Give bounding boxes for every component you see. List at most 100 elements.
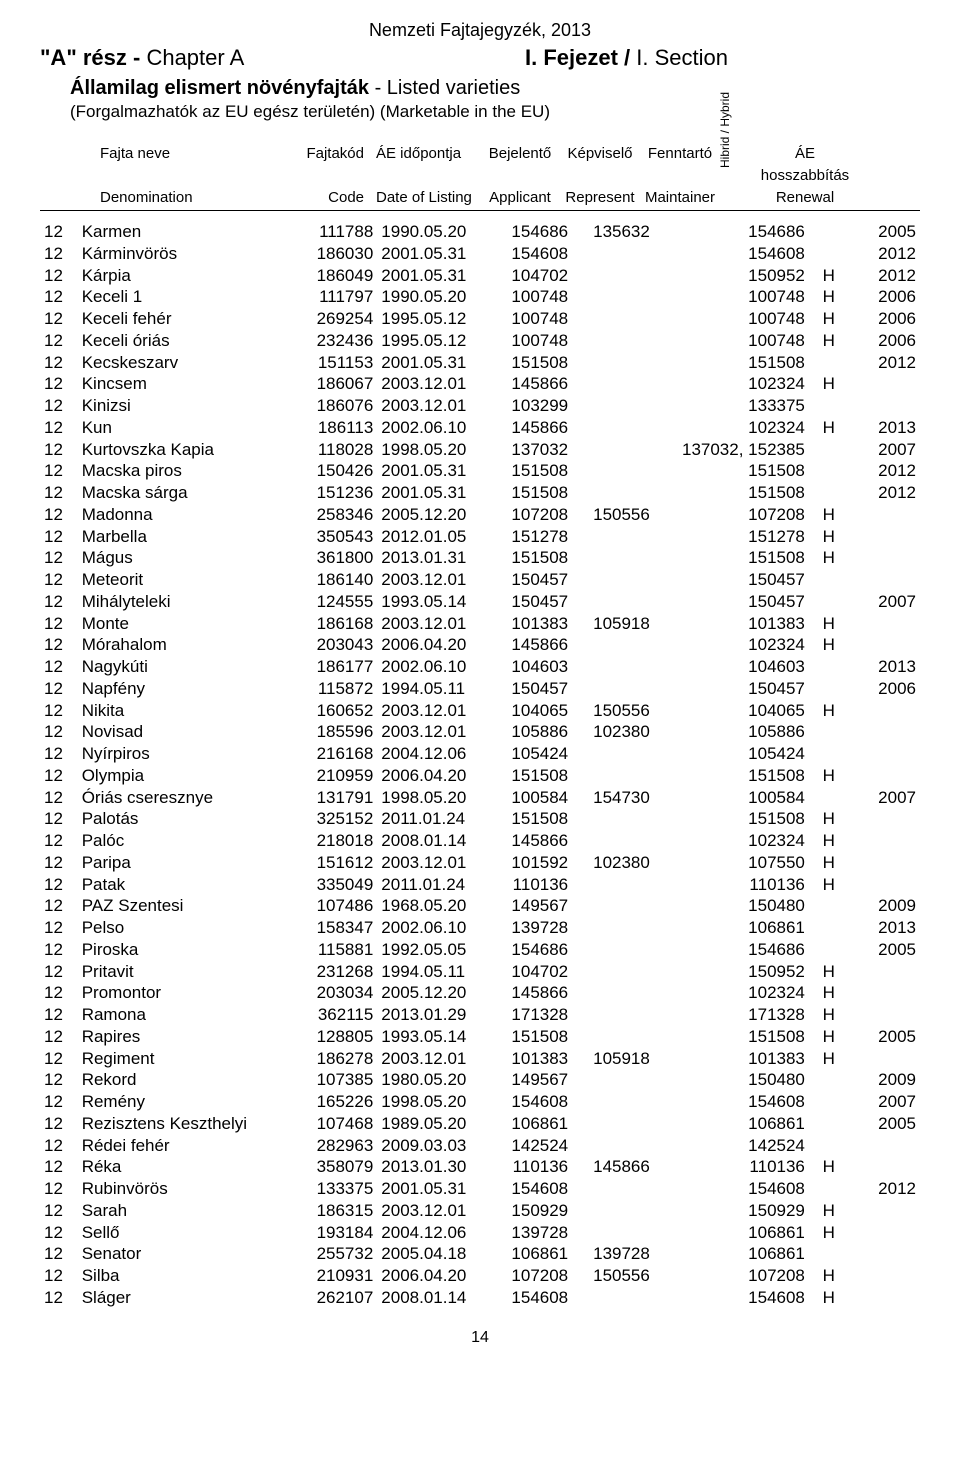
cell-name: Nagykúti	[78, 656, 296, 678]
cell-applicant: 100584	[490, 787, 572, 809]
cell-applicant: 106861	[490, 1113, 572, 1135]
cell-hybrid	[809, 569, 849, 591]
cell-code: 210959	[296, 765, 378, 787]
cell-hybrid	[809, 395, 849, 417]
cell-date: 1994.05.11	[377, 961, 490, 983]
cell-maintainer: 107208	[654, 1265, 809, 1287]
cell-maintainer: 150929	[654, 1200, 809, 1222]
cell-maintainer: 106861	[654, 1113, 809, 1135]
cell-name: Remény	[78, 1091, 296, 1113]
table-row: 12Óriás cseresznye1317911998.05.20100584…	[40, 787, 920, 809]
cell-code: 118028	[296, 439, 378, 461]
cell-represent	[572, 569, 654, 591]
table-row: 12Sarah1863152003.12.01150929150929H	[40, 1200, 920, 1222]
cell-code: 232436	[296, 330, 378, 352]
cell-renewal	[849, 1243, 920, 1265]
cell-renewal	[849, 982, 920, 1004]
cell-applicant: 101383	[490, 613, 572, 635]
cell-renewal: 2007	[849, 787, 920, 809]
table-row: 12Nikita1606522003.12.011040651505561040…	[40, 700, 920, 722]
cell-represent	[572, 874, 654, 896]
cell-index: 12	[40, 961, 78, 983]
cell-name: Kurtovszka Kapia	[78, 439, 296, 461]
cell-applicant: 150457	[490, 569, 572, 591]
cell-code: 186140	[296, 569, 378, 591]
cell-hybrid	[809, 917, 849, 939]
cell-hybrid: H	[809, 852, 849, 874]
cell-code: 186177	[296, 656, 378, 678]
table-row: 12Olympia2109592006.04.20151508151508H	[40, 765, 920, 787]
cell-date: 2005.12.20	[377, 982, 490, 1004]
cell-index: 12	[40, 1178, 78, 1200]
cell-applicant: 154686	[490, 939, 572, 961]
cell-applicant: 151508	[490, 352, 572, 374]
cell-code: 210931	[296, 1265, 378, 1287]
cell-hybrid: H	[809, 874, 849, 896]
cell-hybrid	[809, 1243, 849, 1265]
table-row: 12Napfény1158721994.05.11150457150457200…	[40, 678, 920, 700]
cell-hybrid: H	[809, 373, 849, 395]
cell-index: 12	[40, 308, 78, 330]
cell-name: Keceli óriás	[78, 330, 296, 352]
cell-maintainer: 171328	[654, 1004, 809, 1026]
cell-renewal	[849, 765, 920, 787]
cell-applicant: 149567	[490, 1069, 572, 1091]
cell-represent	[572, 308, 654, 330]
cell-code: 186168	[296, 613, 378, 635]
cell-represent	[572, 895, 654, 917]
cell-applicant: 104702	[490, 265, 572, 287]
cell-applicant: 171328	[490, 1004, 572, 1026]
cell-represent	[572, 1069, 654, 1091]
cell-code: 186049	[296, 265, 378, 287]
cell-index: 12	[40, 765, 78, 787]
cell-applicant: 139728	[490, 1222, 572, 1244]
cell-date: 2012.01.05	[377, 526, 490, 548]
cell-represent: 150556	[572, 1265, 654, 1287]
cell-date: 1993.05.14	[377, 591, 490, 613]
cell-renewal: 2005	[849, 221, 920, 243]
table-row: 12Réka3580792013.01.30110136145866110136…	[40, 1156, 920, 1178]
cell-index: 12	[40, 286, 78, 308]
cell-applicant: 151508	[490, 482, 572, 504]
cell-index: 12	[40, 330, 78, 352]
cell-index: 12	[40, 787, 78, 809]
cell-name: Palotás	[78, 808, 296, 830]
cell-code: 358079	[296, 1156, 378, 1178]
cell-represent: 150556	[572, 504, 654, 526]
data-table: 12Karmen1117881990.05.201546861356321546…	[40, 221, 920, 1309]
cell-hybrid	[809, 721, 849, 743]
cell-represent	[572, 265, 654, 287]
cell-maintainer: 154608	[654, 1178, 809, 1200]
cell-index: 12	[40, 373, 78, 395]
cell-date: 2006.04.20	[377, 1265, 490, 1287]
cell-renewal: 2013	[849, 417, 920, 439]
cell-index: 12	[40, 917, 78, 939]
cell-represent	[572, 1026, 654, 1048]
cell-applicant: 110136	[490, 1156, 572, 1178]
cell-maintainer: 150952	[654, 265, 809, 287]
cell-maintainer: 100748	[654, 330, 809, 352]
cell-name: Paripa	[78, 852, 296, 874]
cell-code: 335049	[296, 874, 378, 896]
table-row: 12Marbella3505432012.01.05151278151278H	[40, 526, 920, 548]
cell-code: 151153	[296, 352, 378, 374]
cell-date: 1995.05.12	[377, 308, 490, 330]
table-row: 12Novisad1855962003.12.01105886102380105…	[40, 721, 920, 743]
cell-hybrid: H	[809, 417, 849, 439]
cell-name: Olympia	[78, 765, 296, 787]
cell-represent	[572, 547, 654, 569]
cell-applicant: 105886	[490, 721, 572, 743]
cell-index: 12	[40, 352, 78, 374]
cell-date: 2003.12.01	[377, 613, 490, 635]
cell-applicant: 150457	[490, 591, 572, 613]
cell-name: Promontor	[78, 982, 296, 1004]
subtitle-plain: - Listed varieties	[369, 77, 520, 99]
subnote: (Forgalmazhatók az EU egész területén) (…	[70, 102, 920, 122]
cell-index: 12	[40, 1026, 78, 1048]
cell-index: 12	[40, 1113, 78, 1135]
table-row: 12Meteorit1861402003.12.01150457150457	[40, 569, 920, 591]
cell-name: Pelso	[78, 917, 296, 939]
cell-index: 12	[40, 417, 78, 439]
cell-hybrid: H	[809, 613, 849, 635]
cell-name: Pritavit	[78, 961, 296, 983]
